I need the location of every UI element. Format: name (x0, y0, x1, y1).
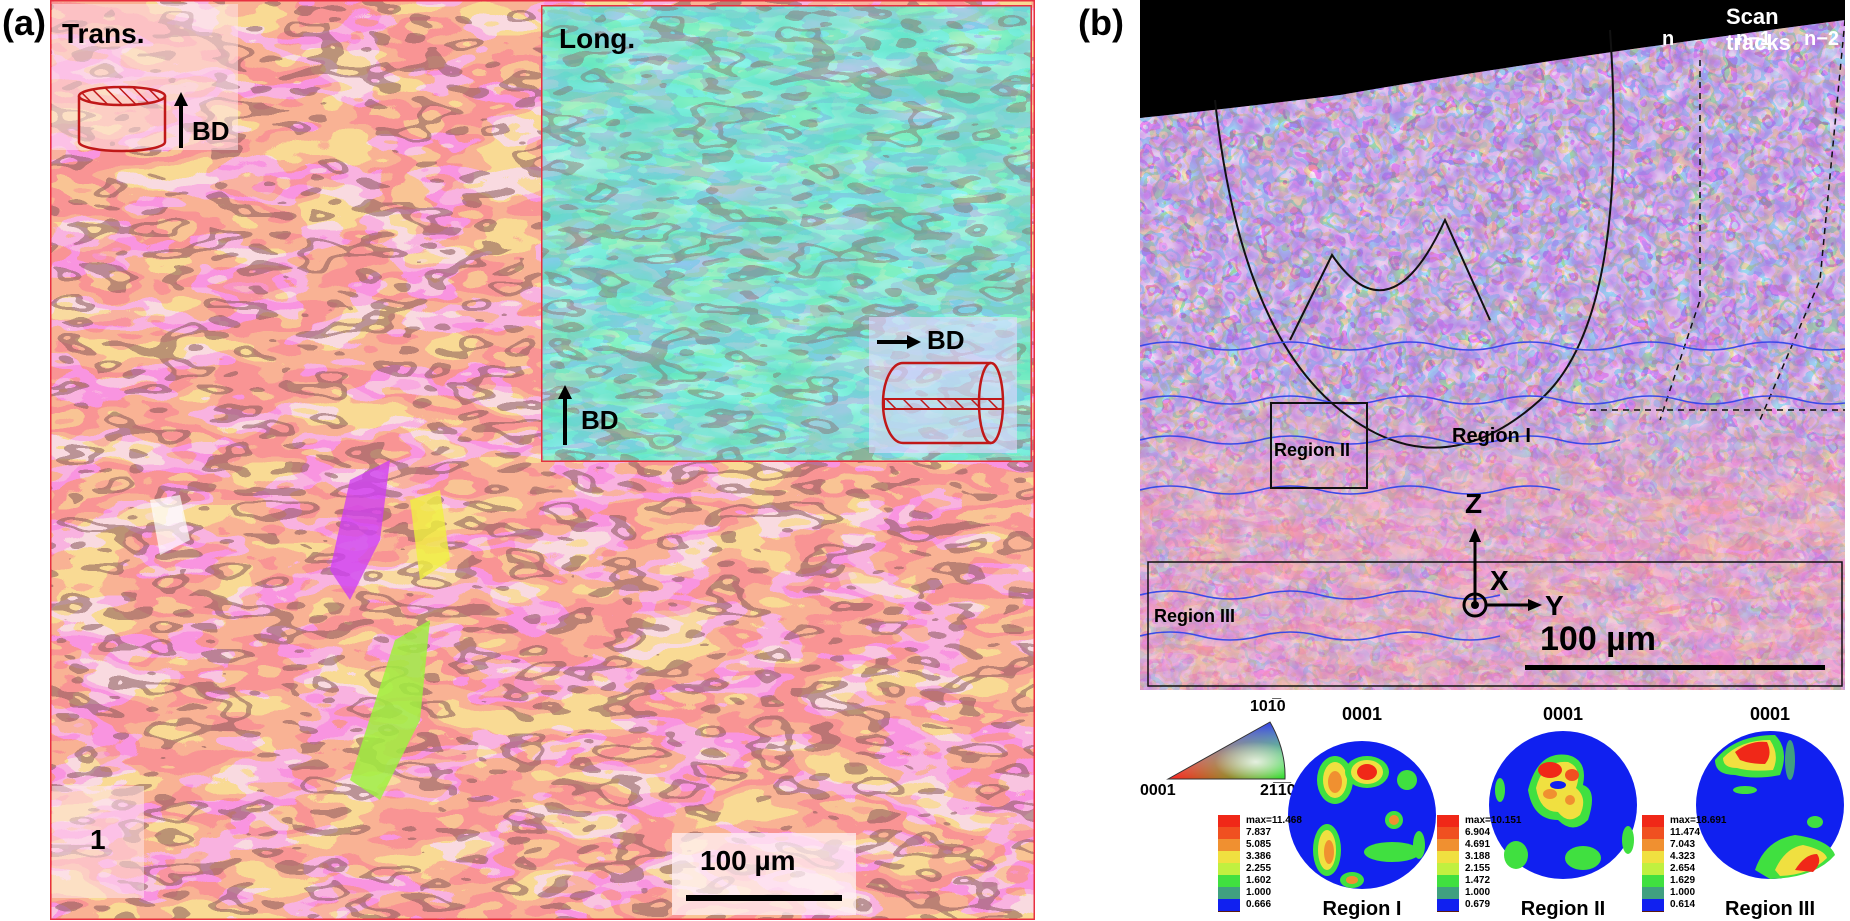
panel-a-label: (a) (2, 2, 46, 43)
panel-b-scale-bar-label: 100 µm (1540, 620, 1656, 658)
melt-pool-boundary-n (1214, 29, 1615, 449)
region-i-label: Region I (1452, 425, 1531, 447)
pf1-legend-4: 2.255 (1246, 863, 1272, 874)
scan-tracks-title: Scan tracks (1726, 4, 1791, 55)
long-title: Long. (559, 23, 636, 54)
region-iii-label: Region III (1154, 606, 1235, 626)
pf3-legend-0: max=18.691 (1670, 815, 1727, 826)
build-direction-arrow-icon (174, 92, 188, 148)
scan-track-n-2: n−2 (1804, 28, 1840, 50)
scan-track-n: n (1662, 28, 1675, 50)
pf2-legend-6: 1.000 (1465, 887, 1491, 898)
pf2-title: 0001 (1542, 704, 1584, 724)
pf3-title: 0001 (1749, 704, 1791, 724)
pf1-legend-5: 1.602 (1246, 875, 1272, 886)
pf2-legend-5: 1.472 (1465, 875, 1491, 886)
build-direction-up-arrow-icon (558, 385, 572, 445)
longitudinal-inset: Long. BD BD (541, 5, 1032, 462)
ipf-triangle (1166, 721, 1286, 780)
region-iii-box (1147, 561, 1843, 687)
pf2-legend-7: 0.679 (1465, 899, 1491, 910)
long-bd-label-right: BD (927, 325, 965, 355)
pole-figure-region-iii (1696, 731, 1844, 879)
long-bd-label-left: BD (581, 405, 619, 435)
axis-x-label: X (1490, 565, 1509, 596)
pf3-legend-5: 1.629 (1670, 875, 1696, 886)
trans-bd-label: BD (192, 116, 230, 146)
axis-z-label: Z (1465, 488, 1483, 519)
ipf-key-right-label: 21̅1̅0 (1260, 782, 1296, 799)
region-ii-label: Region II (1274, 440, 1350, 460)
pole-figure-region-i (1288, 741, 1436, 889)
long-cylinder-inset: BD (869, 317, 1017, 453)
pf2-legend-0: max=10.151 (1465, 815, 1522, 826)
transverse-cylinder-icon (77, 85, 167, 153)
panel-a-scale-bar: 100 µm (672, 833, 856, 915)
ipf-key-top-label: 101̅0 (1250, 698, 1286, 715)
pf1-legend-6: 1.000 (1246, 887, 1272, 898)
pf3-region-label: Region III (1725, 898, 1815, 920)
pf1-region-label: Region I (1322, 898, 1402, 920)
scale-bar-label: 100 µm (700, 845, 796, 876)
pf3-legend-6: 1.000 (1670, 887, 1696, 898)
pf3-legend-3: 4.323 (1670, 851, 1696, 862)
scan-track-n-1: n−1 (1736, 28, 1772, 50)
melt-pool-ipf-map (1140, 0, 1845, 690)
trans-inset: Trans. BD (52, 4, 238, 153)
pf2-legend-1: 6.904 (1465, 827, 1491, 838)
trans-title: Trans. (62, 18, 145, 49)
pf1-title: 0001 (1341, 704, 1383, 724)
ipf-color-key: 101̅0 0001 21̅1̅0 (1140, 690, 1300, 800)
pf1-legend: max=11.468 7.837 5.085 3.386 2.255 1.602… (1218, 815, 1302, 915)
pf1-legend-2: 5.085 (1246, 839, 1272, 850)
pf2-legend: max=10.151 6.904 4.691 3.188 2.155 1.472… (1437, 815, 1521, 915)
pf3-legend-7: 0.614 (1670, 899, 1696, 910)
pole-figure-region-ii (1489, 731, 1637, 879)
axis-y-label: Y (1545, 590, 1564, 621)
pf1-legend-1: 7.837 (1246, 827, 1272, 838)
pf2-region-label: Region II (1520, 898, 1606, 920)
pf3-legend-4: 2.654 (1670, 863, 1696, 874)
pf3-legend-1: 11.474 (1670, 827, 1701, 838)
region-1-marker: 1 (52, 786, 144, 898)
longitudinal-cylinder-icon (881, 361, 1005, 445)
pf2-legend-3: 3.188 (1465, 851, 1491, 862)
ipf-key-left-label: 0001 (1140, 782, 1176, 799)
pf3-legend: max=18.691 11.474 7.043 4.323 2.654 1.62… (1642, 815, 1726, 915)
panel-b-label: (b) (1078, 2, 1124, 43)
panel-b-ebsd-map: Scan tracks n n−1 n−2 Region I Region II… (1140, 0, 1845, 690)
region-ii-box (1270, 402, 1368, 489)
scale-bar-line (686, 895, 842, 901)
region-1-label: 1 (90, 824, 106, 855)
pf1-legend-0: max=11.468 (1246, 815, 1302, 826)
pf2-legend-2: 4.691 (1465, 839, 1491, 850)
pf2-legend-4: 2.155 (1465, 863, 1491, 874)
pf1-legend-3: 3.386 (1246, 851, 1272, 862)
pf1-legend-7: 0.666 (1246, 899, 1272, 910)
build-direction-right-arrow-icon (877, 335, 921, 349)
pf3-legend-2: 7.043 (1670, 839, 1696, 850)
